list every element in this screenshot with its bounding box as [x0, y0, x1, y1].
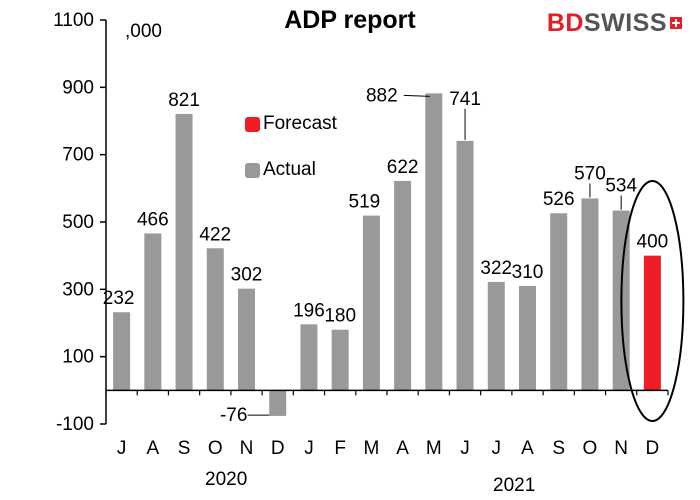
leader-lines [247, 94, 622, 416]
x-tick-label: S [178, 438, 191, 459]
bar-actual [269, 390, 287, 416]
data-label: -76 [220, 405, 247, 426]
y-axis: -100 100 300 500 700 900 1100 [53, 10, 107, 435]
data-label: 526 [543, 189, 575, 210]
x-tick-label: J [492, 438, 502, 459]
y-tick-label: 700 [62, 145, 94, 166]
x-tick-label: N [614, 438, 628, 459]
chart-title: ADP report [284, 6, 416, 34]
data-label: 232 [103, 288, 135, 309]
bar-actual [581, 198, 599, 391]
data-label: 741 [449, 89, 481, 110]
data-label: 570 [574, 163, 606, 184]
legend-label-forecast: Forecast [263, 113, 337, 134]
bdswiss-logo: BD SWISS [547, 8, 682, 38]
bar-actual [113, 312, 131, 391]
unit-label: ,000 [125, 21, 162, 42]
x-tick-label: J [304, 438, 314, 459]
bar-actual [550, 213, 568, 391]
y-tick-label: 900 [62, 77, 94, 98]
x-tick-label: D [646, 438, 660, 459]
logo-part-swiss: SWISS [583, 8, 667, 37]
forecast-highlight-ellipse [620, 180, 685, 422]
bar-actual [144, 233, 162, 391]
x-tick-label: A [521, 438, 534, 459]
data-label: 882 [366, 85, 398, 106]
data-label: 519 [349, 192, 381, 213]
bars-group [113, 93, 661, 416]
legend-forecast: Forecast [245, 113, 337, 135]
logo-part-bd: BD [546, 8, 584, 37]
data-label: 821 [168, 90, 200, 111]
bar-actual [238, 288, 255, 391]
bar-actual [331, 329, 349, 391]
legend-label-actual: Actual [263, 159, 316, 180]
leader-line [403, 94, 430, 97]
bar-actual [425, 93, 443, 391]
data-label: 622 [387, 157, 419, 178]
x-tick-label: F [334, 438, 346, 459]
year-label-2021: 2021 [493, 475, 536, 496]
x-tick-label: M [426, 438, 442, 459]
x-tick-label: N [240, 438, 254, 459]
data-label: 422 [199, 224, 231, 245]
x-tick-label: J [460, 438, 470, 459]
year-label-2020: 2020 [205, 469, 248, 490]
data-label: 534 [605, 176, 637, 197]
bar-actual [456, 140, 474, 391]
data-label: 180 [324, 306, 356, 327]
bar-forecast [643, 255, 661, 391]
legend-swatch-actual [245, 162, 260, 178]
x-tick-label: A [396, 438, 409, 459]
x-tick-label: O [583, 438, 598, 459]
x-tick-label: O [208, 438, 223, 459]
legend-actual: Actual [245, 159, 316, 181]
y-tick-label: -100 [56, 414, 94, 435]
y-tick-label: 300 [62, 279, 94, 300]
x-tick-label: A [146, 438, 159, 459]
bar-actual [487, 281, 505, 391]
y-tick-label: 100 [62, 347, 94, 368]
y-tick-label: 500 [62, 212, 94, 233]
bar-actual [206, 248, 224, 391]
bar-actual [362, 215, 380, 391]
y-tick-label: 1100 [53, 10, 94, 31]
x-tick-label: J [117, 438, 127, 459]
bar-actual [300, 324, 318, 391]
legend-swatch-forecast [245, 116, 260, 132]
bar-actual [394, 180, 412, 391]
data-label: 400 [637, 232, 669, 253]
data-label: 310 [512, 262, 544, 283]
x-tick-label: S [552, 438, 565, 459]
data-label: 466 [137, 209, 169, 230]
data-label: 196 [293, 300, 325, 321]
data-label: 302 [231, 265, 263, 286]
x-tick-label: D [271, 438, 285, 459]
swiss-flag-icon [670, 17, 682, 29]
x-tick-label: M [363, 438, 379, 459]
bar-actual [175, 113, 193, 391]
bar-actual [519, 285, 536, 391]
data-label: 322 [480, 258, 512, 279]
